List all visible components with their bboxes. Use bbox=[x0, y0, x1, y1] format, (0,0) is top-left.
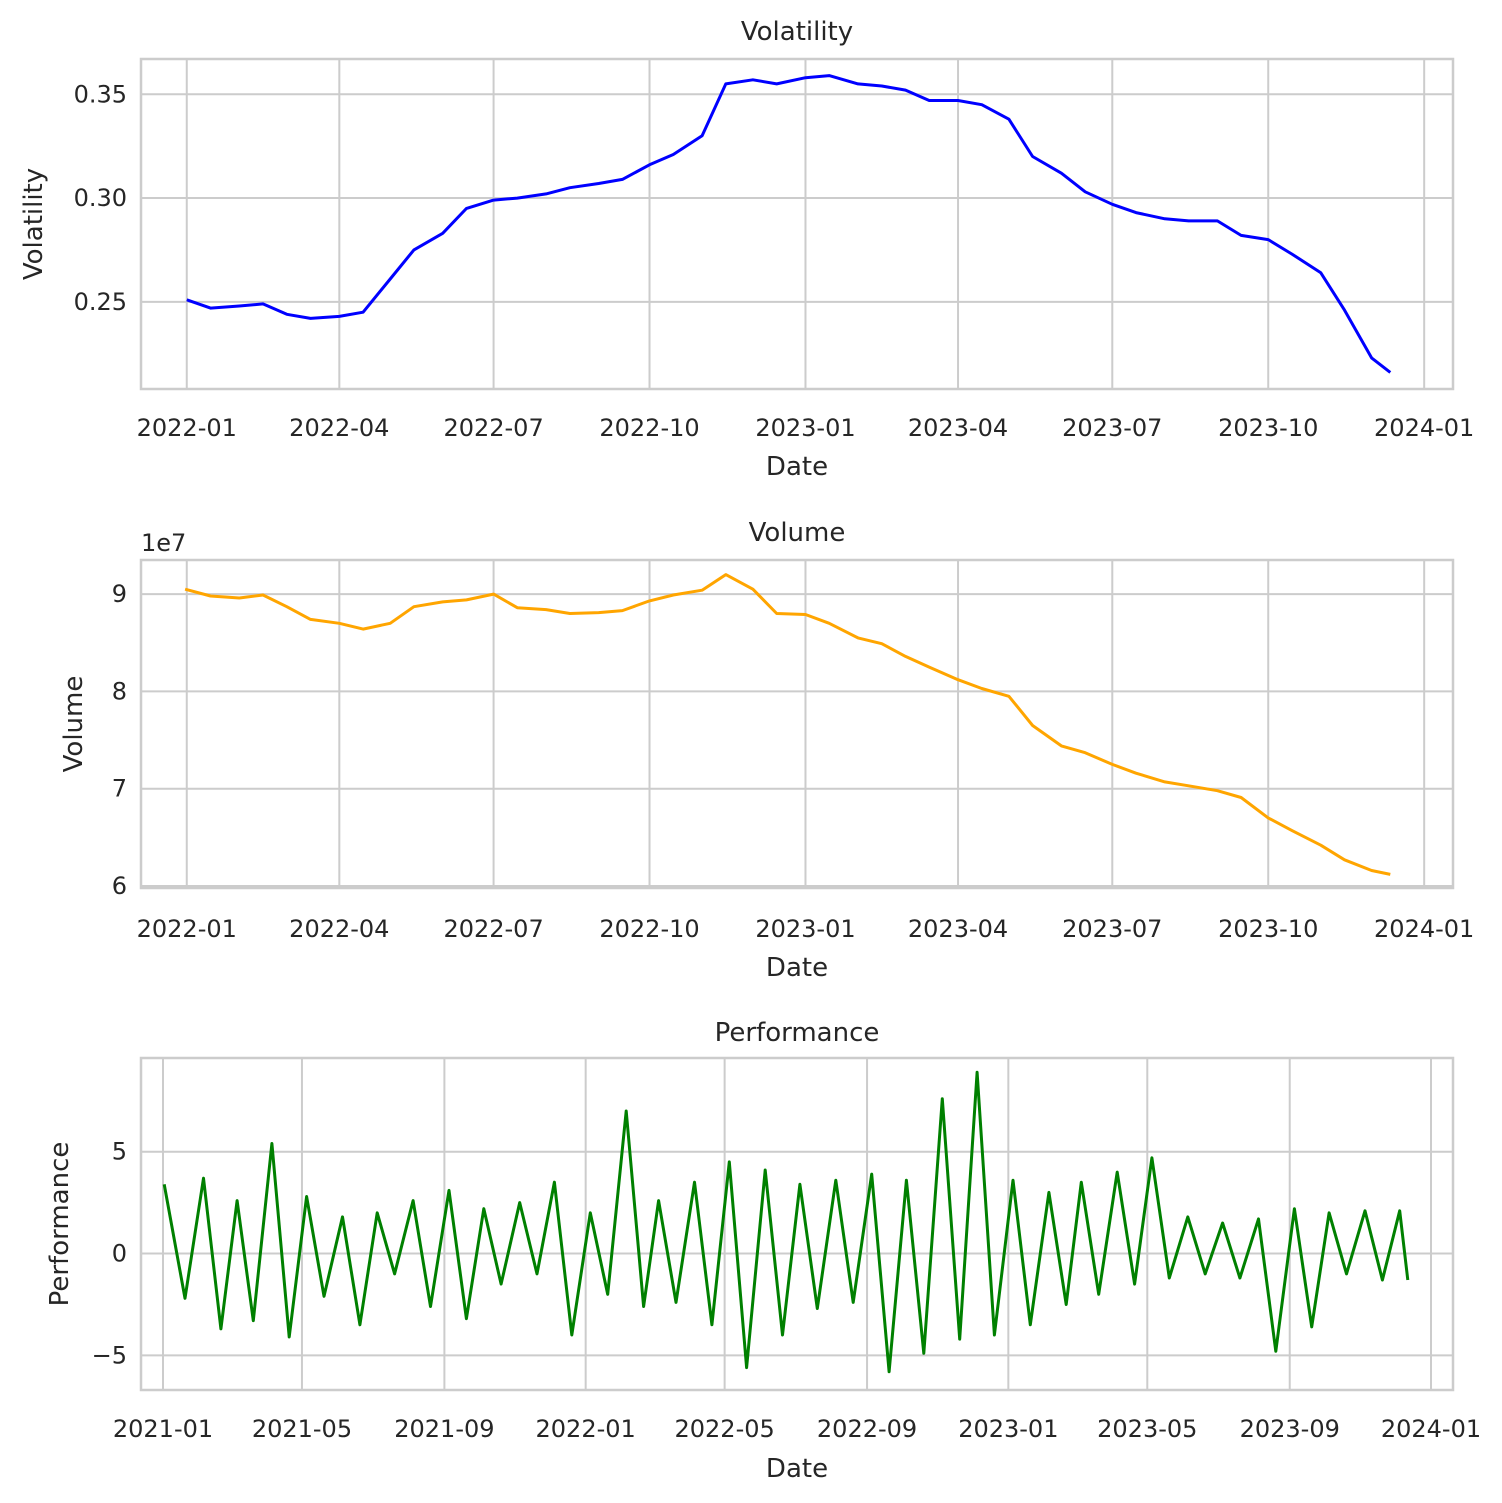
chart-title: Volatility bbox=[741, 17, 853, 47]
chart-title: Volume bbox=[749, 518, 846, 548]
x-tick-label: 2022-01 bbox=[536, 1415, 636, 1443]
x-tick-label: 2023-10 bbox=[1218, 915, 1318, 943]
x-tick-label: 2024-01 bbox=[1374, 915, 1474, 943]
chart-panel-3: 2021-01 2021-05 2021-09 2022-01 2022-05 2022-… bbox=[45, 1018, 1481, 1484]
x-tick-label: 2022-10 bbox=[599, 414, 699, 442]
y-axis-title: Volatility bbox=[19, 168, 49, 280]
x-tick-label: 2024-01 bbox=[1381, 1415, 1481, 1443]
x-tick-label: 2021-01 bbox=[113, 1415, 213, 1443]
y-tick-label: −5 bbox=[92, 1341, 127, 1369]
y-tick-label: 0.35 bbox=[74, 80, 127, 108]
chart-title: Performance bbox=[715, 1018, 880, 1048]
series-line-1 bbox=[186, 74, 1392, 374]
x-axis-title: Date bbox=[766, 953, 828, 983]
x-tick-label: 2022-04 bbox=[289, 414, 389, 442]
x-tick-label: 2023-09 bbox=[1240, 1415, 1340, 1443]
x-tick-label: 2023-04 bbox=[908, 414, 1008, 442]
y-tick-label: 9 bbox=[112, 580, 127, 608]
y-tick-label: 7 bbox=[112, 775, 127, 803]
series-line-1 bbox=[162, 1070, 1410, 1374]
x-tick-label: 2023-07 bbox=[1062, 414, 1162, 442]
chart-panel-2: 2022-01 2022-04 2022-07 2022-10 2023-01 2023-… bbox=[59, 518, 1474, 983]
x-tick-label: 2023-01 bbox=[755, 414, 855, 442]
x-tick-label: 2022-07 bbox=[443, 915, 543, 943]
y-axis-title: Volume bbox=[59, 676, 89, 773]
x-tick-label: 2023-07 bbox=[1062, 915, 1162, 943]
x-tick-label: 2023-04 bbox=[908, 915, 1008, 943]
x-tick-label: 2022-05 bbox=[674, 1415, 774, 1443]
x-tick-label: 2022-01 bbox=[137, 414, 237, 442]
x-axis-title: Date bbox=[766, 452, 828, 482]
x-tick-label: 2022-04 bbox=[289, 915, 389, 943]
y-tick-label: 0.30 bbox=[74, 184, 127, 212]
y-tick-label: 0.25 bbox=[74, 288, 127, 316]
x-axis-title: Date bbox=[766, 1454, 828, 1484]
x-tick-label: 2022-10 bbox=[599, 915, 699, 943]
y-tick-label: 5 bbox=[112, 1138, 127, 1166]
x-tick-label: 2024-01 bbox=[1374, 414, 1474, 442]
x-tick-label: 2023-01 bbox=[755, 915, 855, 943]
plot-frame bbox=[139, 1056, 1455, 1392]
y-tick-label: 0 bbox=[112, 1240, 127, 1268]
y-axis-title: Performance bbox=[45, 1142, 75, 1307]
x-tick-label: 2023-10 bbox=[1218, 414, 1318, 442]
x-tick-label: 2023-01 bbox=[958, 1415, 1058, 1443]
plot-frame bbox=[139, 57, 1455, 391]
x-tick-label: 2022-09 bbox=[817, 1415, 917, 1443]
x-tick-label: 2023-05 bbox=[1097, 1415, 1197, 1443]
chart-panel-1: 2022-01 2022-04 2022-07 2022-10 2023-01 2023-… bbox=[19, 17, 1474, 482]
x-tick-label: 2022-01 bbox=[137, 915, 237, 943]
y-tick-label: 8 bbox=[112, 677, 127, 705]
x-tick-label: 2021-09 bbox=[394, 1415, 494, 1443]
series-line-1 bbox=[184, 573, 1391, 876]
y-offset-label: 1e7 bbox=[141, 529, 186, 557]
x-tick-label: 2022-07 bbox=[443, 414, 543, 442]
x-tick-label: 2021-05 bbox=[252, 1415, 352, 1443]
plot-frame bbox=[139, 558, 1455, 890]
y-tick-label: 6 bbox=[112, 872, 127, 900]
